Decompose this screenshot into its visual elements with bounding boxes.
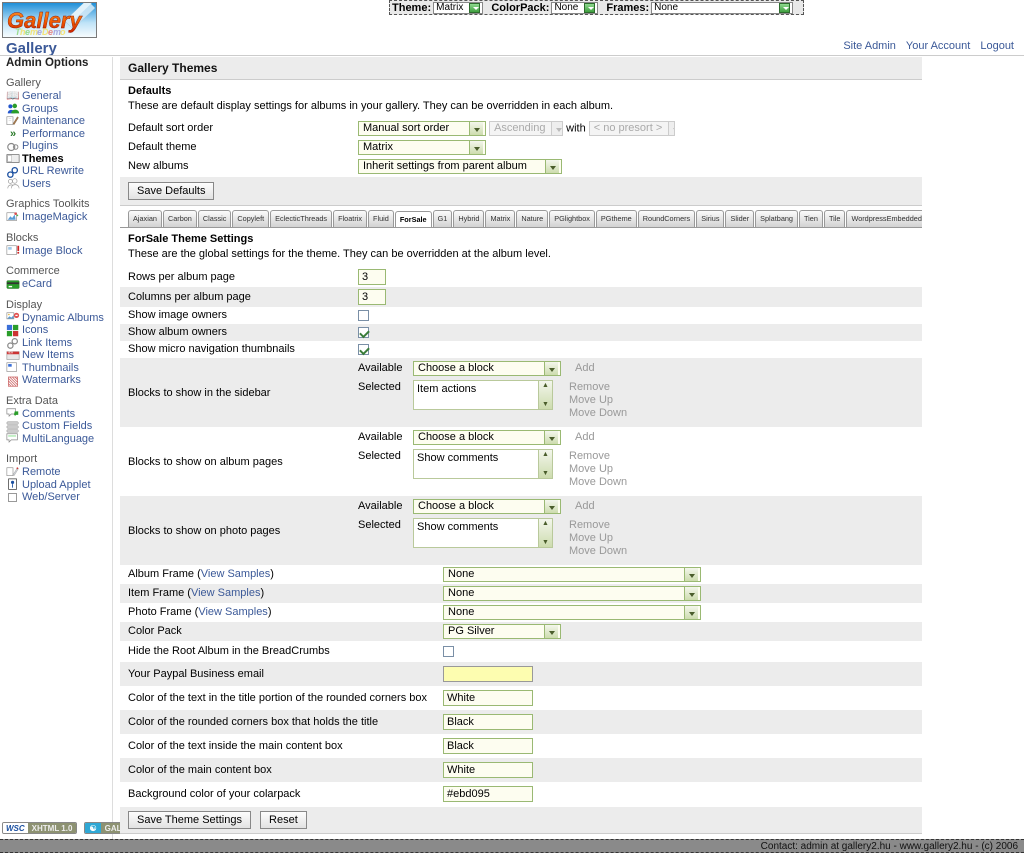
svg-text:NEW: NEW — [8, 352, 14, 354]
svg-text:o: o — [60, 27, 66, 37]
